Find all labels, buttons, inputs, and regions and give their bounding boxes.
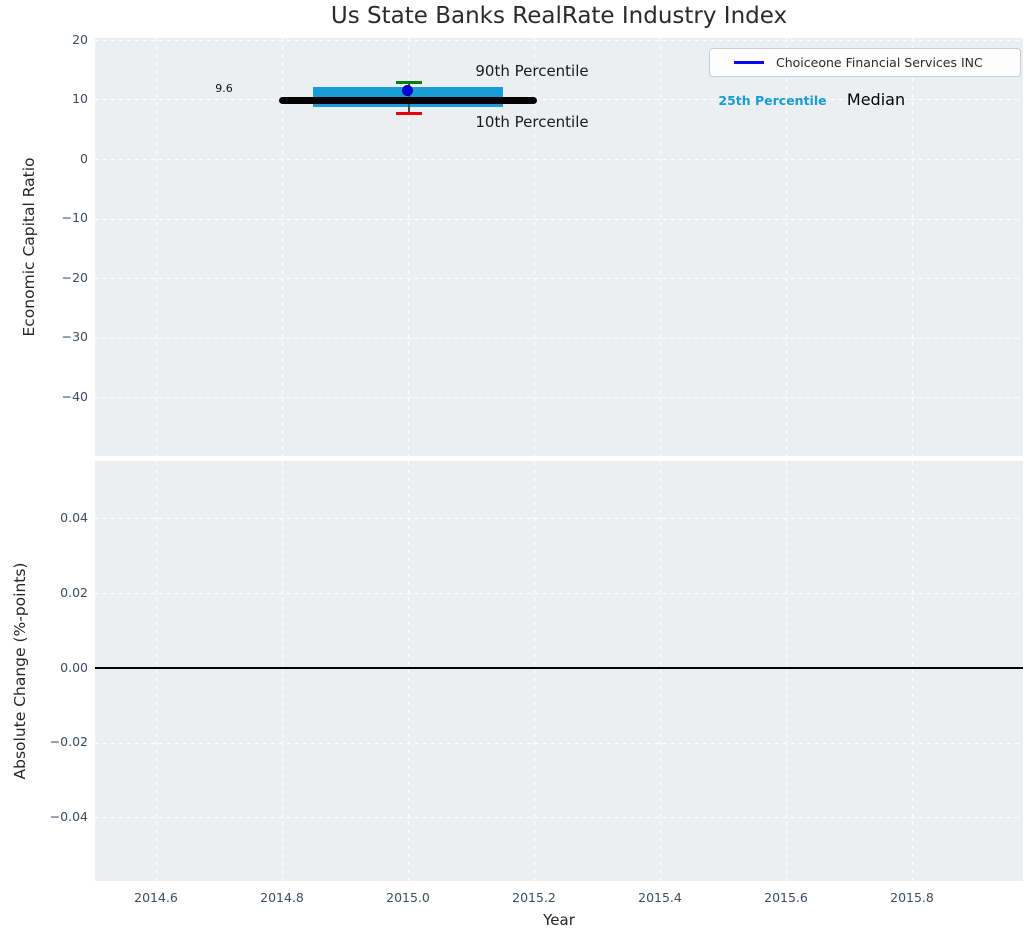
ytick-bottom: 0.02 <box>60 585 88 600</box>
zero-baseline <box>95 667 1023 669</box>
ytick-bottom: 0.00 <box>60 660 88 675</box>
top-y-axis-label: Economic Capital Ratio <box>20 157 38 337</box>
ytick-top: 0 <box>80 151 88 166</box>
gridline-x-2014-6 <box>156 38 157 456</box>
median-annotation: Median <box>846 90 906 109</box>
gridline-y--20 <box>95 278 1023 279</box>
gridline-y--0-04 <box>95 817 1023 818</box>
p90-cap-marker <box>396 81 422 84</box>
gridline-x-2015-2 <box>534 461 535 881</box>
company-data-point <box>402 85 413 96</box>
ytick-top: −30 <box>61 329 88 344</box>
gridline-y-0-04 <box>95 518 1023 519</box>
xtick: 2015.6 <box>764 890 808 905</box>
legend-line-swatch <box>734 61 764 64</box>
xtick: 2015.0 <box>386 890 430 905</box>
ytick-bottom: 0.04 <box>60 510 88 525</box>
xtick: 2015.4 <box>638 890 682 905</box>
ytick-bottom: −0.04 <box>49 809 88 824</box>
p10-annotation: 10th Percentile <box>475 113 589 131</box>
ytick-top: 10 <box>72 91 88 106</box>
x-axis-label: Year <box>543 911 575 929</box>
gridline-y-10 <box>95 99 1023 100</box>
gridline-x-2015-0 <box>408 461 409 881</box>
legend: Choiceone Financial Services INC <box>709 48 1021 77</box>
gridline-y--0-02 <box>95 743 1023 744</box>
ytick-top: −10 <box>61 210 88 225</box>
gridline-y-0 <box>95 159 1023 160</box>
bottom-y-axis-label: Absolute Change (%-points) <box>11 562 29 780</box>
top-plot-area: 9.6 90th Percentile 10th Percentile 25th… <box>95 38 1023 456</box>
xtick: 2014.8 <box>260 890 304 905</box>
legend-label: Choiceone Financial Services INC <box>776 55 983 70</box>
gridline-x-2015-2 <box>534 38 535 456</box>
gridline-x-2015-8 <box>912 38 913 456</box>
p90-annotation: 90th Percentile <box>475 62 589 80</box>
ytick-bottom: −0.02 <box>49 734 88 749</box>
xtick: 2015.8 <box>890 890 934 905</box>
gridline-x-2015-6 <box>786 461 787 881</box>
ytick-top: −20 <box>61 270 88 285</box>
median-value-label: 9.6 <box>215 82 233 95</box>
gridline-y-0-02 <box>95 593 1023 594</box>
gridline-x-2014-8 <box>282 38 283 456</box>
gridline-y--30 <box>95 338 1023 339</box>
gridline-x-2015-0 <box>408 38 409 456</box>
ytick-top: −40 <box>61 389 88 404</box>
gridline-x-2014-8 <box>282 461 283 881</box>
xtick: 2014.6 <box>134 890 178 905</box>
gridline-x-2015-4 <box>660 461 661 881</box>
gridline-x-2014-6 <box>156 461 157 881</box>
gridline-y--40 <box>95 397 1023 398</box>
gridline-x-2015-4 <box>660 38 661 456</box>
gridline-x-2015-6 <box>786 38 787 456</box>
p10-cap-marker <box>396 112 422 115</box>
gridline-y-20 <box>95 40 1023 41</box>
bottom-plot-area <box>95 461 1023 881</box>
xtick: 2015.2 <box>512 890 556 905</box>
ytick-top: 20 <box>72 32 88 47</box>
p25-annotation: 25th Percentile <box>718 93 827 108</box>
chart-title: Us State Banks RealRate Industry Index <box>330 3 788 29</box>
median-line <box>279 97 537 104</box>
gridline-x-2015-8 <box>912 461 913 881</box>
gridline-y--10 <box>95 219 1023 220</box>
